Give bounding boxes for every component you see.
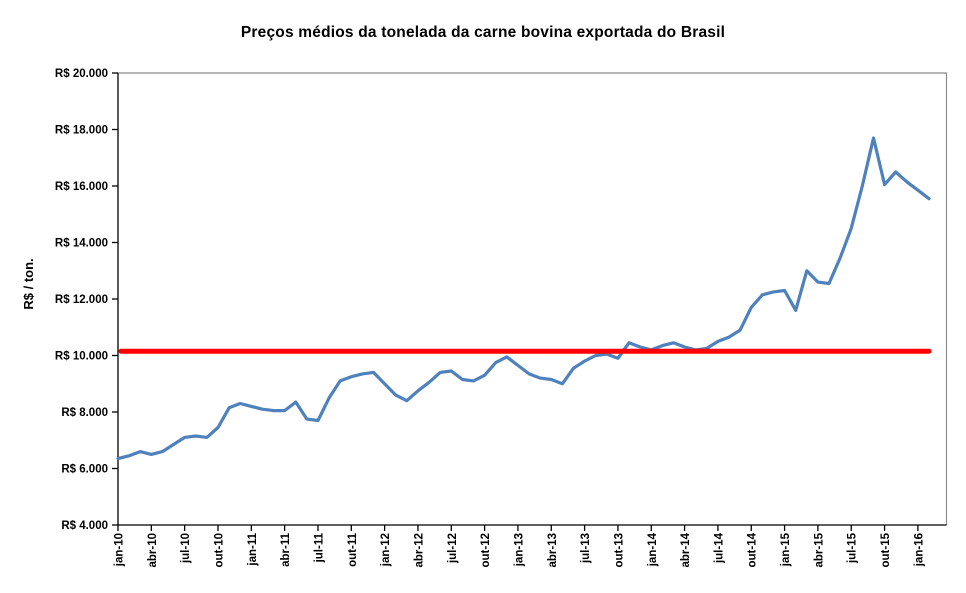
x-tick-label: out-13 <box>613 533 625 568</box>
x-tick-label: jan-15 <box>780 532 792 567</box>
x-tick-label: jan-16 <box>913 533 925 567</box>
x-tick-label: jul-10 <box>180 533 192 564</box>
x-tick-label: out-14 <box>747 532 759 567</box>
x-tick-label: abr-14 <box>680 532 692 567</box>
x-tick-label: out-15 <box>880 532 892 567</box>
chart-title: Preços médios da tonelada da carne bovin… <box>240 24 726 41</box>
x-tick-label: abr-11 <box>280 532 292 566</box>
x-tick-label: jan-14 <box>647 532 659 567</box>
y-tick-label: R$ 10.000 <box>55 351 108 363</box>
y-axis-ticks: R$ 20.000 R$ 18.000 R$ 16.000 R$ 14.000 R$ 1… <box>55 68 118 532</box>
x-tick-label: jan-13 <box>513 533 525 567</box>
x-tick-label: out-12 <box>480 533 492 568</box>
x-tick-label: jan-10 <box>114 533 126 567</box>
x-tick-label: abr-12 <box>413 533 425 568</box>
x-tick-label: abr-13 <box>547 533 559 568</box>
y-tick-label: R$ 6.000 <box>61 464 108 476</box>
y-tick-label: R$ 12.000 <box>55 294 108 306</box>
y-tick-label: R$ 18.000 <box>55 125 108 137</box>
x-tick-label: out-10 <box>213 533 225 568</box>
x-tick-label: jul-13 <box>580 533 592 564</box>
x-tick-label: jul-15 <box>847 532 859 564</box>
axes <box>117 73 947 526</box>
x-tick-label: abr-15 <box>813 532 825 567</box>
price-line-series <box>116 136 931 461</box>
x-tick-label: jan-12 <box>380 533 392 567</box>
y-tick-label: R$ 16.000 <box>55 181 108 193</box>
x-tick-label: jan-11 <box>247 532 259 566</box>
x-tick-label: abr-10 <box>147 533 159 568</box>
x-tick-label: jul-14 <box>713 532 725 564</box>
x-tick-label: jul-12 <box>447 533 459 564</box>
y-axis-title: R$ / ton. <box>21 258 36 309</box>
y-tick-label: R$ 14.000 <box>55 238 108 250</box>
y-tick-label: R$ 8.000 <box>61 407 108 419</box>
x-tick-label: out-11 <box>347 532 359 566</box>
x-tick-label: jul-11 <box>313 532 325 563</box>
x-axis-ticks: jan-10 abr-10 jul-10 out-10 jan-11 abr-11 jul-… <box>114 525 925 568</box>
plot-border <box>118 72 948 525</box>
y-tick-label: R$ 4.000 <box>61 520 108 532</box>
y-tick-label: R$ 20.000 <box>55 68 108 80</box>
